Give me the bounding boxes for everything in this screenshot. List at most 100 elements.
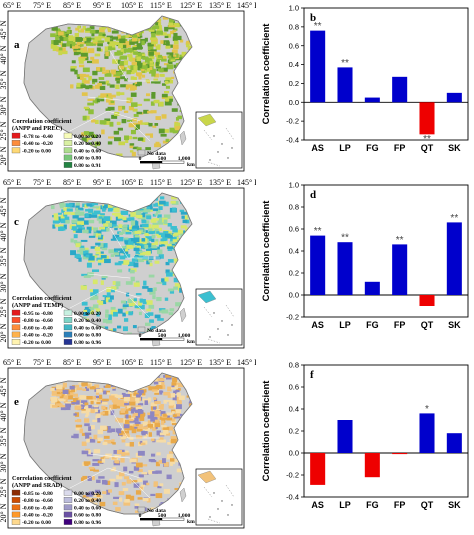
pixel-patch bbox=[148, 386, 156, 391]
pixel-patch bbox=[79, 76, 84, 80]
pixel-patch bbox=[115, 153, 123, 157]
pixel-patch bbox=[152, 213, 157, 217]
pixel-patch bbox=[56, 394, 62, 397]
legend-swatch bbox=[63, 324, 73, 331]
china-map bbox=[23, 192, 193, 347]
pixel-patch bbox=[88, 219, 95, 224]
pixel-patch bbox=[105, 313, 109, 318]
pixel-patch bbox=[113, 130, 120, 135]
pixel-patch bbox=[136, 245, 142, 249]
pixel-patch bbox=[117, 71, 124, 75]
pixel-patch bbox=[114, 137, 122, 142]
pixel-patch bbox=[96, 257, 103, 261]
pixel-patch bbox=[108, 299, 113, 303]
legend-swatch bbox=[11, 331, 21, 338]
pixel-patch bbox=[153, 287, 157, 291]
correlation-pattern bbox=[50, 194, 192, 334]
pixel-patch bbox=[125, 450, 129, 454]
pixel-patch bbox=[172, 228, 178, 233]
pixel-patch bbox=[174, 409, 182, 414]
lon-tick-label: 145° E bbox=[237, 178, 256, 187]
pixel-patch bbox=[132, 225, 140, 230]
pixel-patch bbox=[163, 391, 171, 396]
pixel-patch bbox=[151, 41, 158, 45]
pixel-patch bbox=[102, 410, 109, 416]
pixel-patch bbox=[110, 238, 117, 241]
pixel-patch bbox=[78, 64, 85, 68]
pixel-patch bbox=[128, 217, 135, 222]
island-dot bbox=[213, 492, 215, 494]
pixel-patch bbox=[113, 496, 120, 499]
pixel-patch bbox=[117, 127, 123, 131]
pixel-patch bbox=[142, 421, 149, 424]
pixel-patch bbox=[107, 392, 111, 395]
pixel-patch bbox=[114, 262, 122, 266]
scale-label: 1,000 bbox=[178, 513, 191, 519]
pixel-patch bbox=[74, 412, 80, 417]
pixel-patch bbox=[87, 384, 91, 389]
south-china-sea-inset bbox=[195, 111, 243, 169]
pixel-patch bbox=[91, 202, 99, 206]
pixel-patch bbox=[107, 430, 112, 433]
pixel-patch bbox=[79, 55, 87, 59]
pixel-patch bbox=[94, 53, 101, 57]
pixel-patch bbox=[161, 83, 167, 86]
pixel-patch bbox=[170, 393, 176, 398]
pixel-patch bbox=[145, 250, 151, 256]
pixel-patch bbox=[163, 214, 171, 219]
pixel-patch bbox=[174, 487, 181, 491]
pixel-patch bbox=[102, 34, 106, 37]
pixel-patch bbox=[91, 32, 95, 37]
pixel-patch bbox=[165, 85, 170, 89]
lat-tick-label: 45° N bbox=[0, 377, 8, 396]
pixel-patch bbox=[151, 326, 156, 330]
pixel-patch bbox=[153, 380, 159, 385]
pixel-patch bbox=[104, 118, 111, 121]
pixel-patch bbox=[101, 401, 108, 405]
pixel-patch bbox=[78, 57, 86, 62]
pixel-patch bbox=[85, 408, 92, 412]
pixel-patch bbox=[174, 122, 181, 126]
pixel-patch bbox=[63, 224, 67, 230]
y-tick-label: 0.2 bbox=[289, 427, 299, 436]
pixel-patch bbox=[131, 428, 137, 434]
pixel-patch bbox=[133, 392, 139, 396]
pixel-patch bbox=[62, 43, 67, 47]
pixel-patch bbox=[123, 396, 131, 402]
pixel-patch bbox=[58, 226, 64, 232]
pixel-patch bbox=[120, 210, 125, 215]
pixel-patch bbox=[144, 232, 150, 237]
pixel-patch bbox=[117, 231, 121, 234]
pixel-patch bbox=[125, 292, 130, 297]
plot-frame bbox=[303, 364, 469, 498]
pixel-patch bbox=[123, 60, 129, 66]
lat-tick-label: 25° N bbox=[0, 121, 8, 140]
pixel-patch bbox=[109, 404, 113, 410]
pixel-patch bbox=[156, 452, 161, 456]
lon-tick-label: 85° E bbox=[63, 178, 81, 187]
pixel-patch bbox=[99, 27, 105, 33]
pixel-patch bbox=[140, 484, 146, 487]
pixel-patch bbox=[164, 80, 169, 85]
map-svg: 65° E 75° E 85° E 95° E 105° E 115° E 125° E 13… bbox=[0, 358, 256, 529]
pixel-patch bbox=[85, 85, 90, 90]
pixel-patch bbox=[78, 382, 84, 385]
pixel-patch bbox=[135, 423, 139, 426]
pixel-patch bbox=[163, 63, 169, 66]
pixel-patch bbox=[123, 466, 128, 472]
pixel-patch bbox=[117, 236, 124, 242]
pixel-patch bbox=[96, 413, 101, 417]
pixel-patch bbox=[119, 35, 126, 40]
pixel-patch bbox=[164, 91, 170, 94]
pixel-patch bbox=[96, 47, 101, 52]
pixel-patch bbox=[103, 390, 107, 395]
map-svg: 65° E 75° E 85° E 95° E 105° E 115° E 125° E 13… bbox=[0, 178, 256, 349]
pixel-patch bbox=[111, 286, 117, 292]
pixel-patch bbox=[128, 311, 133, 316]
lon-tick-label: 135° E bbox=[209, 178, 231, 187]
pixel-patch bbox=[170, 438, 177, 444]
pixel-patch bbox=[170, 245, 177, 250]
pixel-patch bbox=[149, 56, 155, 60]
pixel-patch bbox=[122, 305, 127, 310]
pixel-patch bbox=[130, 276, 135, 282]
